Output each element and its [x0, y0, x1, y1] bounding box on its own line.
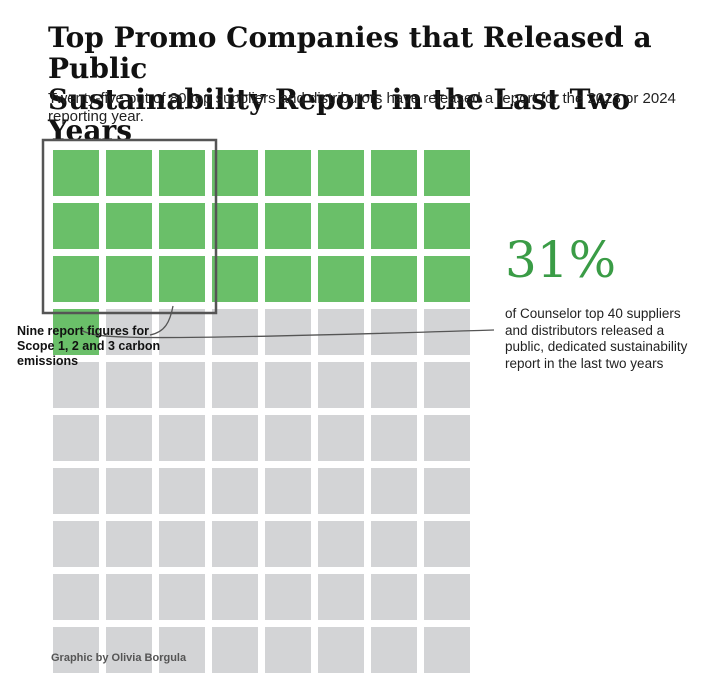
waffle-cell-not-released: [106, 574, 152, 620]
percent-description: of Counselor top 40 suppliers and distri…: [505, 306, 688, 371]
waffle-cell-not-released: [424, 415, 470, 461]
waffle-cell-not-released: [159, 415, 205, 461]
percent-callout: 31%: [505, 231, 617, 289]
waffle-cell-not-released: [265, 309, 311, 355]
waffle-cell-released: [265, 256, 311, 302]
waffle-cell-released: [212, 256, 258, 302]
waffle-cell-released: [159, 203, 205, 249]
waffle-cell-not-released: [318, 362, 364, 408]
waffle-cell-released: [159, 150, 205, 196]
waffle-cell-not-released: [212, 362, 258, 408]
waffle-cell-not-released: [318, 468, 364, 514]
waffle-cell-released: [106, 150, 152, 196]
waffle-cell-not-released: [106, 468, 152, 514]
waffle-cell-not-released: [265, 521, 311, 567]
waffle-cell-released: [265, 150, 311, 196]
waffle-cell-released: [424, 150, 470, 196]
scope-emissions-highlight-box: [41, 138, 218, 315]
waffle-cell-not-released: [265, 627, 311, 673]
waffle-cell-not-released: [424, 362, 470, 408]
waffle-cell-not-released: [106, 521, 152, 567]
waffle-cell-not-released: [159, 362, 205, 408]
waffle-cell-not-released: [265, 362, 311, 408]
waffle-cell-not-released: [424, 627, 470, 673]
waffle-cell-not-released: [106, 309, 152, 355]
waffle-cell-not-released: [265, 574, 311, 620]
waffle-cell-released: [53, 309, 99, 355]
waffle-cell-not-released: [371, 627, 417, 673]
waffle-cell-not-released: [424, 521, 470, 567]
waffle-cell-not-released: [318, 521, 364, 567]
waffle-cell-released: [212, 203, 258, 249]
waffle-cell-not-released: [53, 627, 99, 673]
waffle-cell-not-released: [106, 415, 152, 461]
waffle-cell-released: [318, 256, 364, 302]
waffle-cell-released: [212, 150, 258, 196]
waffle-cell-released: [106, 256, 152, 302]
waffle-cell-not-released: [371, 521, 417, 567]
waffle-cell-released: [371, 256, 417, 302]
waffle-cell-not-released: [159, 574, 205, 620]
waffle-cell-released: [424, 256, 470, 302]
waffle-cell-not-released: [424, 574, 470, 620]
waffle-cell-released: [53, 203, 99, 249]
waffle-cell-not-released: [212, 468, 258, 514]
waffle-cell-not-released: [159, 468, 205, 514]
waffle-cell-not-released: [424, 468, 470, 514]
percent-leader-line: [80, 329, 495, 339]
waffle-cell-released: [53, 256, 99, 302]
chart-subtitle: Twenty-five out of 80 top suppliers and …: [48, 90, 676, 125]
waffle-cell-not-released: [265, 468, 311, 514]
waffle-cell-not-released: [159, 309, 205, 355]
waffle-cell-not-released: [371, 468, 417, 514]
waffle-cell-not-released: [318, 415, 364, 461]
graphic-credit: Graphic by Olivia Borgula: [51, 652, 187, 664]
waffle-cell-released: [318, 203, 364, 249]
waffle-cell-released: [371, 203, 417, 249]
waffle-cell-not-released: [212, 521, 258, 567]
waffle-cell-not-released: [371, 362, 417, 408]
waffle-cell-not-released: [212, 574, 258, 620]
waffle-cell-released: [424, 203, 470, 249]
annotation-leader-line: [149, 305, 174, 336]
waffle-cell-not-released: [159, 521, 205, 567]
waffle-cell-not-released: [371, 415, 417, 461]
scope-annotation: Nine report figures for Scope 1, 2 and 3…: [17, 324, 161, 368]
waffle-cell-not-released: [53, 415, 99, 461]
waffle-cell-released: [159, 256, 205, 302]
waffle-cell-not-released: [53, 574, 99, 620]
waffle-cell-not-released: [106, 362, 152, 408]
chart-title: Top Promo Companies that Released a Publ…: [48, 22, 708, 146]
waffle-cell-released: [318, 150, 364, 196]
waffle-cell-not-released: [159, 627, 205, 673]
title-line-1: Top Promo Companies that Released a Publ…: [48, 21, 652, 85]
waffle-cell-not-released: [318, 574, 364, 620]
waffle-cell-released: [53, 150, 99, 196]
waffle-cell-not-released: [371, 574, 417, 620]
waffle-cell-not-released: [53, 468, 99, 514]
waffle-cell-not-released: [53, 362, 99, 408]
waffle-cell-not-released: [318, 627, 364, 673]
waffle-cell-released: [371, 150, 417, 196]
waffle-cell-not-released: [106, 627, 152, 673]
waffle-cell-not-released: [53, 521, 99, 567]
waffle-cell-not-released: [265, 415, 311, 461]
waffle-cell-not-released: [318, 309, 364, 355]
waffle-cell-not-released: [212, 309, 258, 355]
waffle-cell-not-released: [212, 415, 258, 461]
waffle-cell-not-released: [212, 627, 258, 673]
waffle-cell-released: [265, 203, 311, 249]
waffle-cell-released: [106, 203, 152, 249]
